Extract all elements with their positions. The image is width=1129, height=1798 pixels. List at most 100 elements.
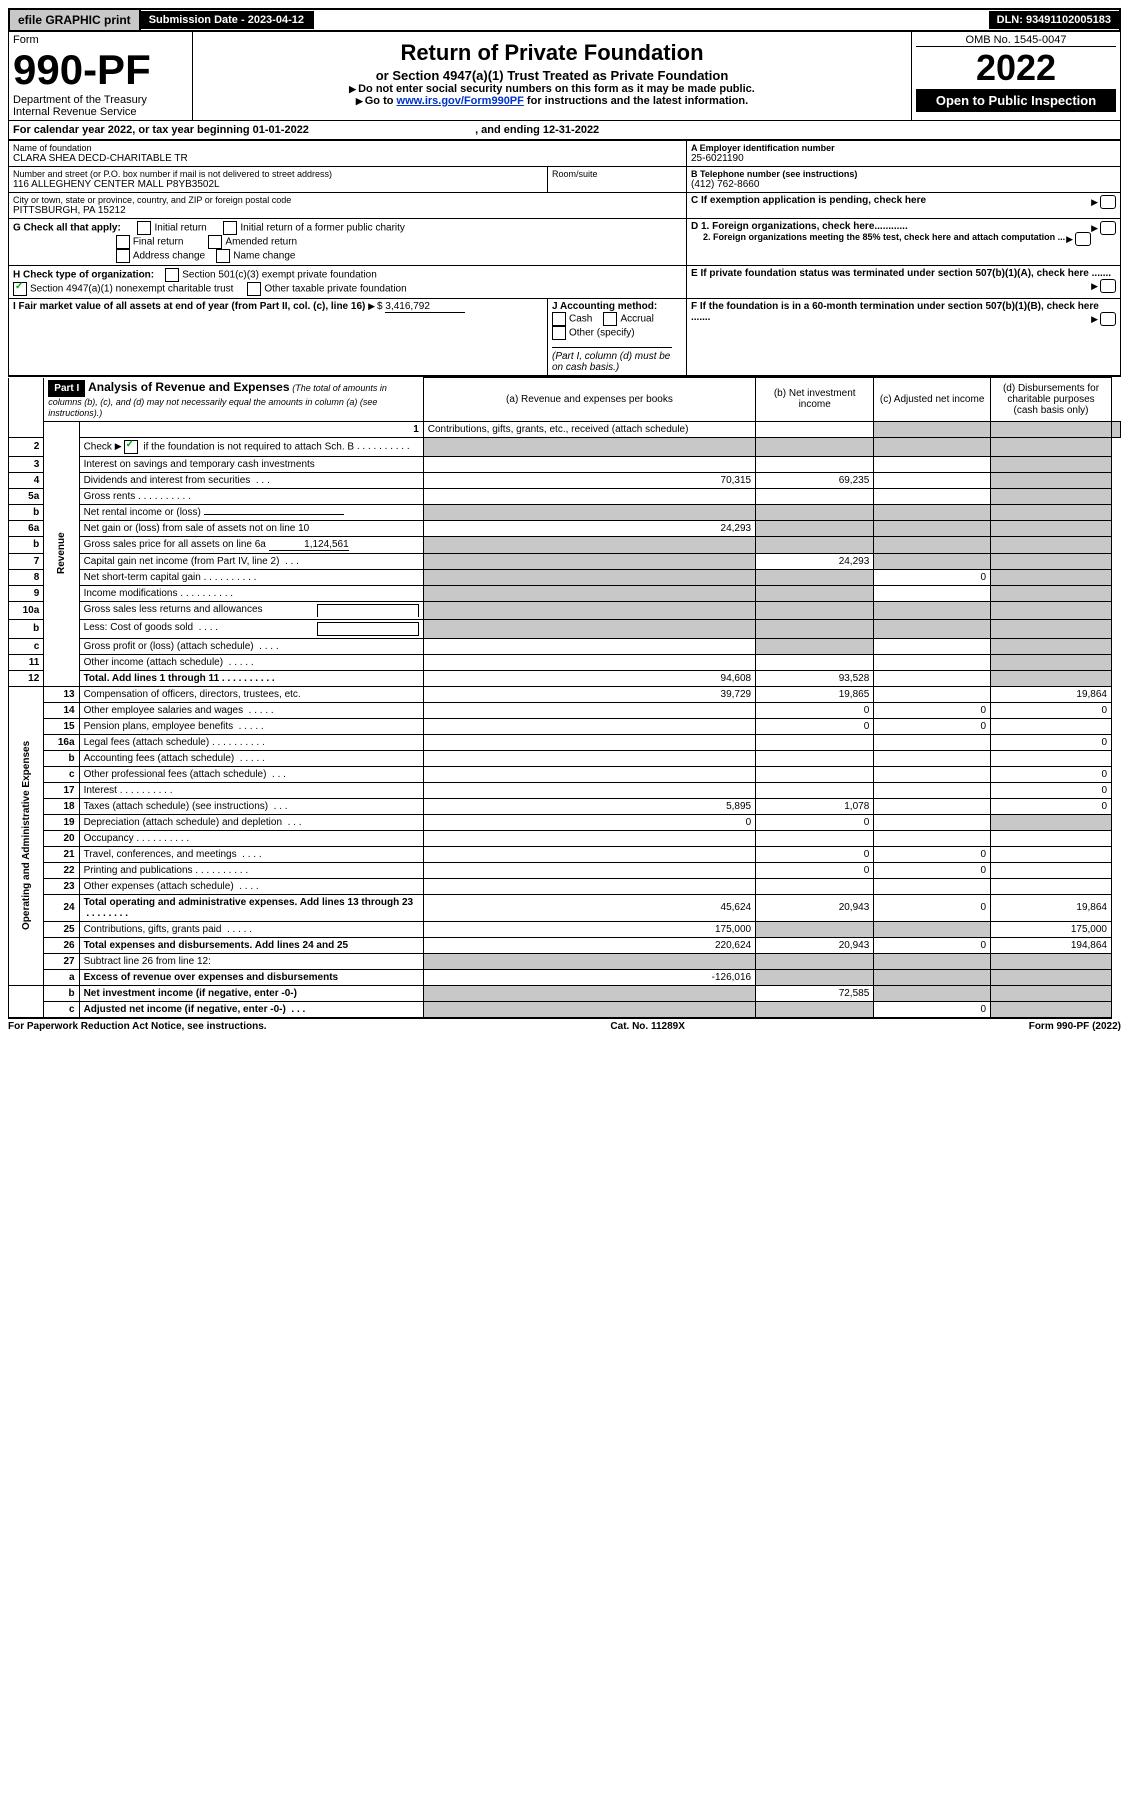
ein-label: A Employer identification number <box>691 143 1116 153</box>
j-other-label: Other (specify) <box>569 328 635 339</box>
h-other-label: Other taxable private foundation <box>264 284 406 295</box>
line-26-b: 20,943 <box>756 937 874 953</box>
i-value: 3,416,792 <box>385 301 465 313</box>
line-3: Interest on savings and temporary cash i… <box>79 456 423 472</box>
e-checkbox[interactable] <box>1100 279 1116 293</box>
line-12: Total. Add lines 1 through 11 <box>79 670 423 686</box>
line-13-b: 19,865 <box>756 686 874 702</box>
line-27a: Excess of revenue over expenses and disb… <box>79 969 423 985</box>
line-27: Subtract line 26 from line 12: <box>79 953 423 969</box>
line-16a: Legal fees (attach schedule) <box>79 734 423 750</box>
line-10b: Less: Cost of goods sold . . . . <box>79 619 423 638</box>
line-22-b: 0 <box>756 862 874 878</box>
j-label: J Accounting method: <box>552 301 657 312</box>
phone-value: (412) 762-8660 <box>691 179 1116 190</box>
line-13-a: 39,729 <box>423 686 755 702</box>
g-initial-former-label: Initial return of a former public charit… <box>240 223 405 234</box>
efile-print-button[interactable]: efile GRAPHIC print <box>10 10 141 30</box>
footer-right: Form 990-PF (2022) <box>1029 1021 1121 1032</box>
line-18-a: 5,895 <box>423 798 755 814</box>
line-25-a: 175,000 <box>423 921 755 937</box>
line-18-d: 0 <box>991 798 1112 814</box>
city-value: PITTSBURGH, PA 15212 <box>13 205 682 216</box>
g-initial-former-checkbox[interactable] <box>223 221 237 235</box>
line-24-a: 45,624 <box>423 894 755 921</box>
form-title: Return of Private Foundation <box>197 40 907 66</box>
expenses-section-label: Operating and Administrative Expenses <box>9 686 44 985</box>
line-10a: Gross sales less returns and allowances <box>79 601 423 619</box>
e-label: E If private foundation status was termi… <box>691 268 1111 279</box>
line-15-b: 0 <box>756 718 874 734</box>
tax-year: 2022 <box>916 47 1116 89</box>
line-2-checkbox[interactable] <box>124 440 138 454</box>
col-b-header: (b) Net investment income <box>756 378 874 422</box>
foundation-name: CLARA SHEA DECD-CHARITABLE TR <box>13 153 682 164</box>
h-4947-label: Section 4947(a)(1) nonexempt charitable … <box>30 284 233 295</box>
line-27b: Net investment income (if negative, ente… <box>79 985 423 1001</box>
g-final-checkbox[interactable] <box>116 235 130 249</box>
line-24-d: 19,864 <box>991 894 1112 921</box>
irs-label: Internal Revenue Service <box>13 106 188 118</box>
line-26-d: 194,864 <box>991 937 1112 953</box>
line-21-b: 0 <box>756 846 874 862</box>
h-other-checkbox[interactable] <box>247 282 261 296</box>
line-12-a: 94,608 <box>423 670 755 686</box>
line-2: Check if the foundation is not required … <box>79 437 423 456</box>
g-amended-label: Amended return <box>225 237 297 248</box>
c-checkbox[interactable] <box>1100 195 1116 209</box>
h-501c3-checkbox[interactable] <box>165 268 179 282</box>
line-19-b: 0 <box>756 814 874 830</box>
phone-label: B Telephone number (see instructions) <box>691 169 1116 179</box>
line-4-b: 69,235 <box>756 472 874 488</box>
form-word: Form <box>13 34 188 46</box>
h-4947-checkbox[interactable] <box>13 282 27 296</box>
g-initial-checkbox[interactable] <box>137 221 151 235</box>
form-990pf: 990-PF <box>13 46 188 94</box>
line-27b-b: 72,585 <box>756 985 874 1001</box>
line-27c: Adjusted net income (if negative, enter … <box>79 1001 423 1018</box>
line-7-b: 24,293 <box>756 553 874 569</box>
line-24: Total operating and administrative expen… <box>79 894 423 921</box>
f-checkbox[interactable] <box>1100 312 1116 326</box>
room-label: Room/suite <box>552 169 682 179</box>
instr-ssn: Do not enter social security numbers on … <box>358 83 755 95</box>
i-label: I Fair market value of all assets at end… <box>13 301 365 312</box>
line-6a-a: 24,293 <box>423 520 755 536</box>
line-5a: Gross rents <box>79 488 423 504</box>
line-13: Compensation of officers, directors, tru… <box>79 686 423 702</box>
g-label: G Check all that apply: <box>13 223 121 234</box>
j-accrual-checkbox[interactable] <box>603 312 617 326</box>
form990pf-link[interactable]: www.irs.gov/Form990PF <box>397 95 524 107</box>
form-subtitle: or Section 4947(a)(1) Trust Treated as P… <box>197 68 907 83</box>
line-22-c: 0 <box>874 862 991 878</box>
line-17-d: 0 <box>991 782 1112 798</box>
g-name-checkbox[interactable] <box>216 249 230 263</box>
part1-label: Part I <box>48 380 85 397</box>
line-26: Total expenses and disbursements. Add li… <box>79 937 423 953</box>
open-to-public: Open to Public Inspection <box>916 89 1116 112</box>
j-cash-checkbox[interactable] <box>552 312 566 326</box>
g-address-checkbox[interactable] <box>116 249 130 263</box>
j-accrual-label: Accrual <box>620 314 653 325</box>
d1-checkbox[interactable] <box>1100 221 1116 235</box>
line-6b: Gross sales price for all assets on line… <box>79 536 423 553</box>
form-number-block: Form 990-PF Department of the Treasury I… <box>9 32 193 120</box>
d2-checkbox[interactable] <box>1075 232 1091 246</box>
g-name-label: Name change <box>233 251 295 262</box>
j-other-checkbox[interactable] <box>552 326 566 340</box>
g-final-label: Final return <box>133 237 184 248</box>
line-19: Depreciation (attach schedule) and deple… <box>79 814 423 830</box>
g-address-label: Address change <box>133 251 205 262</box>
g-initial-label: Initial return <box>154 223 206 234</box>
line-27a-a: -126,016 <box>423 969 755 985</box>
j-note: (Part I, column (d) must be on cash basi… <box>552 351 670 373</box>
dln-number: DLN: 93491102005183 <box>989 11 1119 29</box>
dept-treasury: Department of the Treasury <box>13 94 188 106</box>
g-amended-checkbox[interactable] <box>208 235 222 249</box>
line-12-b: 93,528 <box>756 670 874 686</box>
line-23: Other expenses (attach schedule) . . . . <box>79 878 423 894</box>
year-block: OMB No. 1545-0047 2022 Open to Public In… <box>911 32 1120 120</box>
line-17: Interest <box>79 782 423 798</box>
line-16c-d: 0 <box>991 766 1112 782</box>
f-label: F If the foundation is in a 60-month ter… <box>691 301 1099 323</box>
